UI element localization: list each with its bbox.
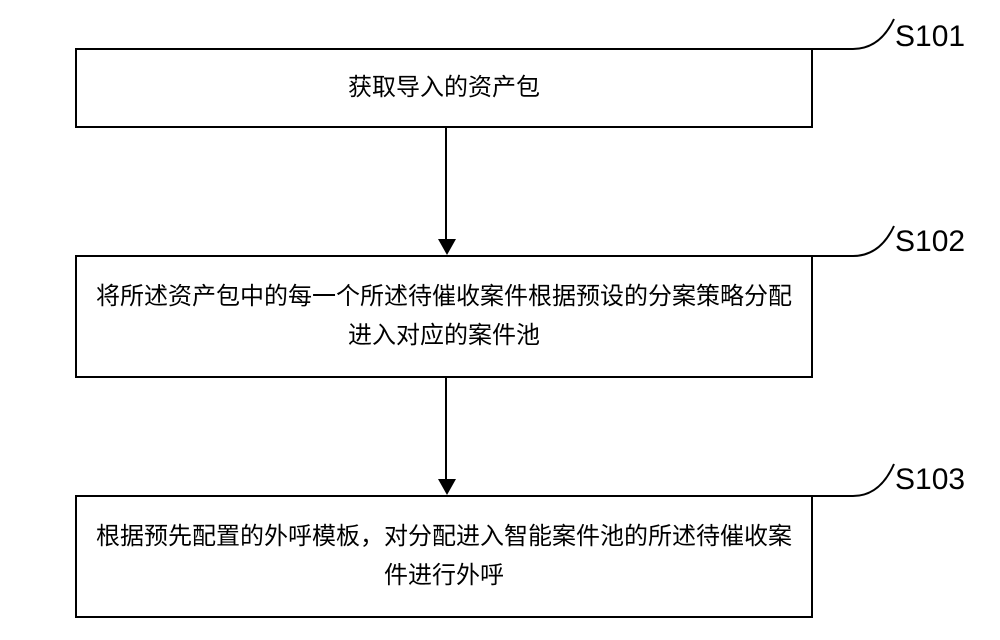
step-text: 获取导入的资产包 bbox=[348, 69, 540, 107]
connector-tick bbox=[813, 255, 853, 257]
arrow bbox=[445, 128, 447, 239]
arrow-head bbox=[438, 239, 456, 255]
flowchart-canvas: 获取导入的资产包 S101 将所述资产包中的每一个所述待催收案件根据预设的分案策… bbox=[0, 0, 1000, 640]
step-box-s102: 将所述资产包中的每一个所述待催收案件根据预设的分案策略分配进入对应的案件池 bbox=[75, 255, 813, 378]
connector-tick bbox=[813, 495, 853, 497]
connector-tick bbox=[813, 48, 853, 50]
step-label-s102: S102 bbox=[895, 225, 965, 259]
arrow-head bbox=[438, 479, 456, 495]
arrow bbox=[445, 378, 447, 479]
step-box-s101: 获取导入的资产包 bbox=[75, 48, 813, 128]
step-label-s103: S103 bbox=[895, 463, 965, 497]
step-box-s103: 根据预先配置的外呼模板，对分配进入智能案件池的所述待催收案件进行外呼 bbox=[75, 495, 813, 618]
step-text: 将所述资产包中的每一个所述待催收案件根据预设的分案策略分配进入对应的案件池 bbox=[87, 278, 801, 355]
step-label-s101: S101 bbox=[895, 20, 965, 54]
step-text: 根据预先配置的外呼模板，对分配进入智能案件池的所述待催收案件进行外呼 bbox=[87, 518, 801, 595]
